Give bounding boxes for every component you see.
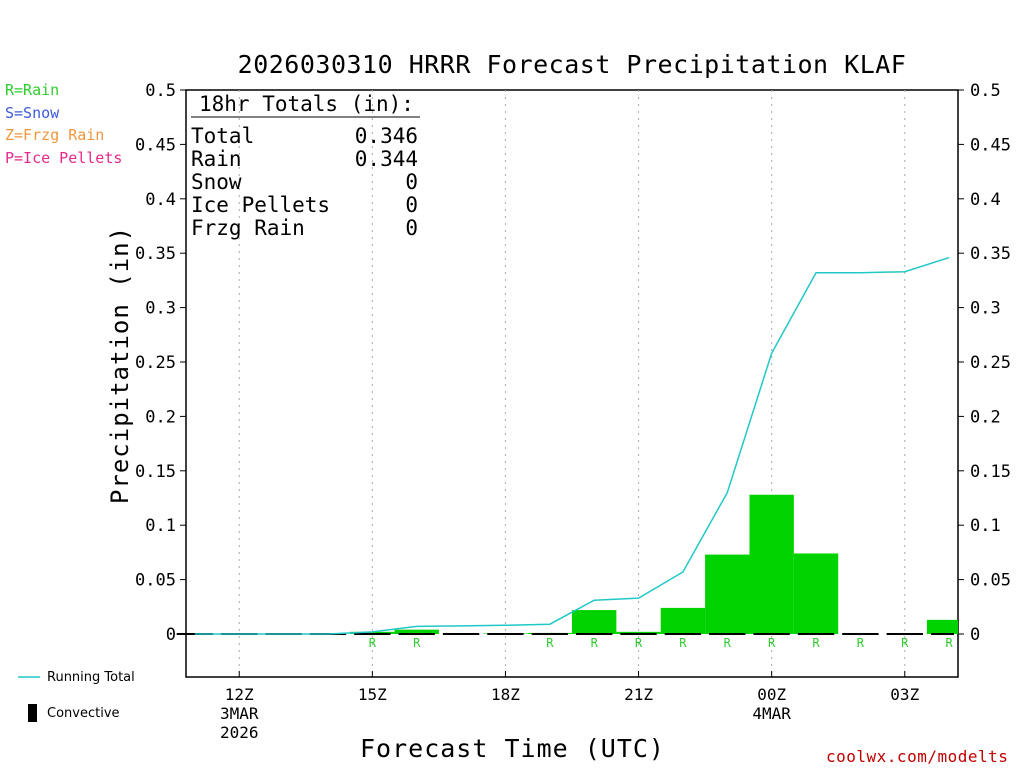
x-tick-year: 2026 xyxy=(220,723,259,742)
x-tick-label: 15Z xyxy=(358,685,387,704)
y-tick-label-left: 0.05 xyxy=(135,571,176,591)
precip-bar xyxy=(350,631,395,634)
y-tick-label-right: 0.35 xyxy=(970,244,1011,264)
x-tick-date: 3MAR xyxy=(220,704,259,723)
precip-bar xyxy=(749,494,794,634)
y-tick-label-right: 0.45 xyxy=(970,135,1011,155)
legend-ice-pellets: P=Ice Pellets xyxy=(5,149,123,167)
precip-bar xyxy=(572,610,617,634)
y-tick-label-right: 0.1 xyxy=(970,516,1001,536)
y-axis-label: Precipitation (in) xyxy=(106,225,134,505)
precip-type-marker: R xyxy=(857,636,865,650)
totals-ice-pellets-value: 0 xyxy=(405,193,418,217)
totals-header: 18hr Totals (in): xyxy=(199,92,414,116)
totals-frzg-rain-value: 0 xyxy=(405,216,418,240)
y-tick-label-left: 0.45 xyxy=(135,135,176,155)
y-tick-label-right: 0.5 xyxy=(970,81,1001,101)
precip-type-marker: R xyxy=(369,636,377,650)
totals-snow-label: Snow xyxy=(191,170,242,194)
y-tick-label-right: 0.4 xyxy=(970,190,1001,210)
precip-bar xyxy=(660,607,706,634)
x-tick-date: 4MAR xyxy=(752,704,791,723)
precip-type-marker: R xyxy=(901,636,909,650)
plot-frame xyxy=(185,89,959,678)
totals-total-label: Total xyxy=(191,124,255,148)
totals-rain-label: Rain xyxy=(191,147,242,171)
x-tick-label: 00Z xyxy=(757,685,786,704)
precip-type-marker: R xyxy=(591,636,599,650)
chart-title: 2026030310 HRRR Forecast Precipitation K… xyxy=(237,50,907,79)
y-tick-label-right: 0.3 xyxy=(970,299,1001,319)
y-tick-label-right: 0.25 xyxy=(970,353,1011,373)
watermark: coolwx.com/modelts xyxy=(826,747,1009,766)
y-tick-label-left: 0.5 xyxy=(145,81,176,101)
running-total-line xyxy=(194,256,950,635)
y-tick-label-right: 0.2 xyxy=(970,407,1001,427)
precip-bar xyxy=(926,619,958,634)
totals-rain-value: 0.344 xyxy=(354,147,418,171)
totals-ice-pellets-label: Ice Pellets xyxy=(191,193,331,217)
precip-type-marker: R xyxy=(635,636,643,650)
convective-legend-label: Convective xyxy=(47,706,120,721)
y-tick-label-left: 0.15 xyxy=(135,462,176,482)
precip-type-marker: R xyxy=(546,636,554,650)
y-tick-label-right: 0 xyxy=(970,625,980,645)
convective-legend-swatch xyxy=(28,704,37,722)
y-tick-label-left: 0.2 xyxy=(145,407,176,427)
y-tick-label-left: 0.35 xyxy=(135,244,176,264)
precip-type-marker: R xyxy=(812,636,820,650)
y-tick-label-right: 0.15 xyxy=(970,462,1011,482)
x-tick-label: 18Z xyxy=(491,685,520,704)
totals-frzg-rain-label: Frzg Rain xyxy=(191,216,305,240)
y-tick-label-right: 0.05 xyxy=(970,571,1011,591)
precip-type-marker: R xyxy=(946,636,954,650)
y-tick-label-left: 0.3 xyxy=(145,299,176,319)
legend-snow: S=Snow xyxy=(5,104,60,122)
y-tick-label-left: 0.25 xyxy=(135,353,176,373)
precip-bar xyxy=(793,553,839,634)
x-tick-label: 12Z xyxy=(225,685,254,704)
precip-type-marker: R xyxy=(724,636,732,650)
precip-bar xyxy=(705,554,750,634)
precip-bar xyxy=(616,631,661,634)
x-tick-label: 21Z xyxy=(624,685,653,704)
legend-frzg-rain: Z=Frzg Rain xyxy=(5,126,105,144)
totals-total-value: 0.346 xyxy=(354,124,418,148)
y-tick-label-left: 0.1 xyxy=(145,516,176,536)
running-total-legend-label: Running Total xyxy=(47,670,135,685)
precip-type-marker: R xyxy=(679,636,687,650)
precip-type-marker: R xyxy=(768,636,776,650)
legend-rain: R=Rain xyxy=(5,81,60,99)
x-tick-label: 03Z xyxy=(890,685,919,704)
precip-bar xyxy=(394,629,439,634)
x-axis-label: Forecast Time (UTC) xyxy=(360,734,665,763)
y-tick-label-left: 0.4 xyxy=(145,190,176,210)
y-tick-label-left: 0 xyxy=(166,625,176,645)
totals-snow-value: 0 xyxy=(405,170,418,194)
precip-type-marker: R xyxy=(413,636,421,650)
